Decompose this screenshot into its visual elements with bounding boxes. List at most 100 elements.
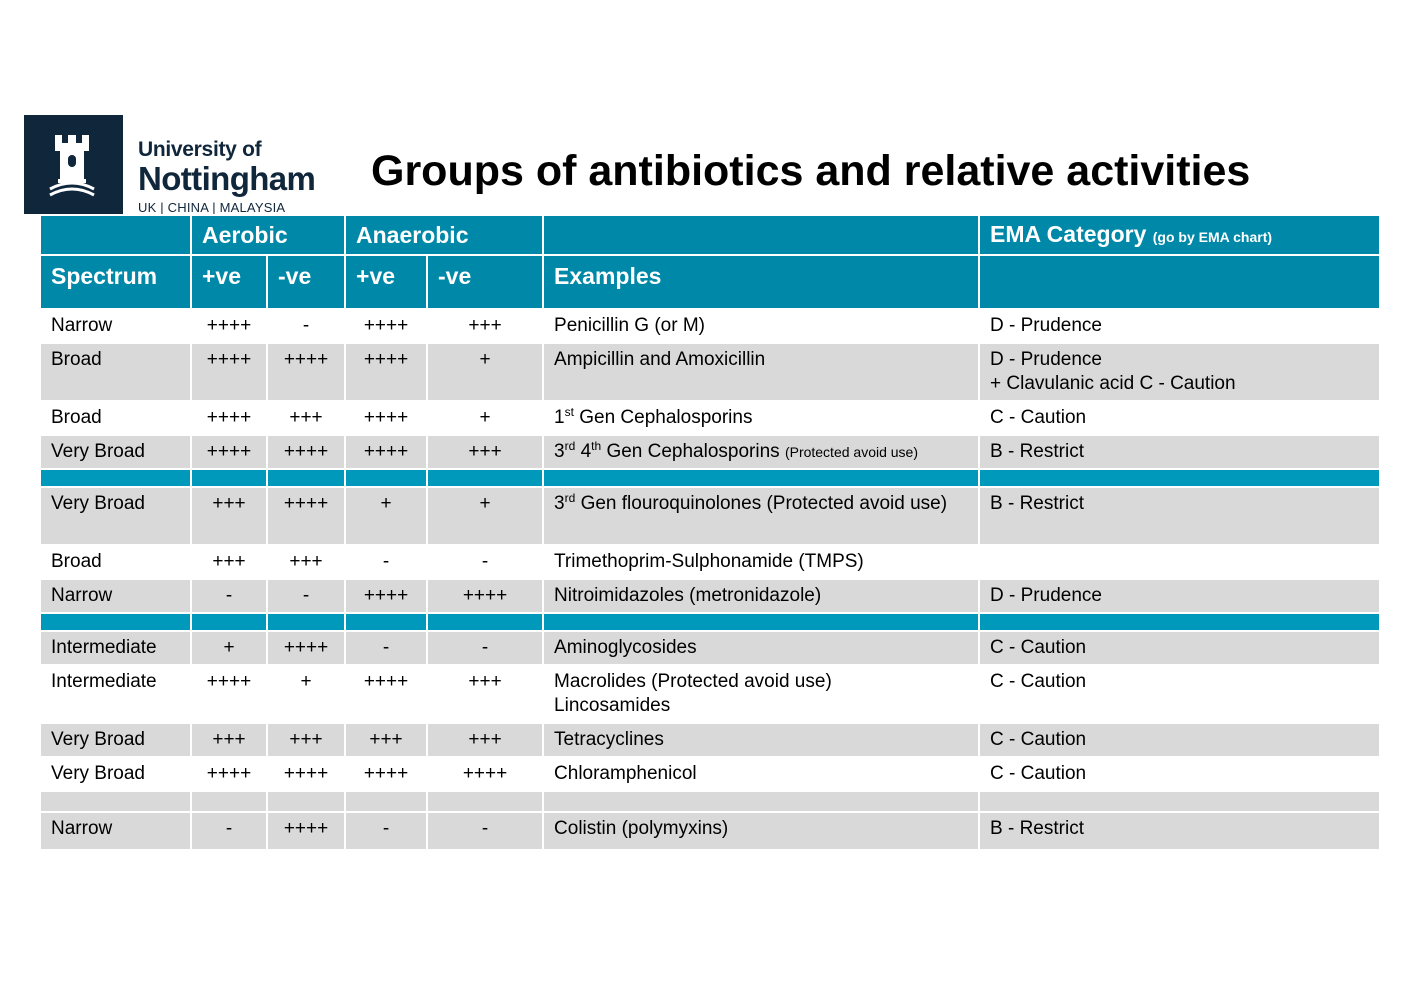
cell-aerobic-positive: ++++ bbox=[190, 434, 268, 470]
header-row-columns: Spectrum +ve -ve +ve -ve Examples bbox=[39, 254, 1382, 310]
cell-anaerobic-negative: ++++ bbox=[426, 578, 545, 614]
logo-line-nottingham: Nottingham bbox=[138, 160, 316, 197]
cell-aerobic-positive: +++ bbox=[190, 544, 268, 580]
header-anaerobic-negative: -ve bbox=[426, 254, 545, 310]
cell-aerobic-negative: - bbox=[265, 308, 347, 344]
header-ema-label: EMA Category bbox=[990, 220, 1147, 247]
cell-aerobic-positive: - bbox=[190, 578, 268, 614]
cell-ema: C - Caution bbox=[978, 722, 1382, 758]
cell-aerobic-negative: ++++ bbox=[265, 434, 347, 470]
cell-example: Chloramphenicol bbox=[542, 756, 981, 792]
university-logo-crest bbox=[24, 115, 123, 214]
cell-anaerobic-negative: - bbox=[426, 811, 545, 851]
header-anaerobic: Anaerobic bbox=[344, 214, 545, 256]
header-ema-blank bbox=[978, 254, 1382, 310]
table-row: Intermediate ++++ + ++++ +++ Macrolides … bbox=[39, 664, 1382, 724]
cell-example-line1: Macrolides (Protected avoid use) bbox=[554, 671, 832, 692]
header-aerobic-positive: +ve bbox=[190, 254, 268, 310]
cell-example: Nitroimidazoles (metronidazole) bbox=[542, 578, 981, 614]
cell-example: 3rd 4th Gen Cephalosporins (Protected av… bbox=[542, 434, 981, 470]
cell-spectrum: Narrow bbox=[39, 578, 192, 614]
cell-anaerobic-negative: +++ bbox=[426, 664, 545, 724]
cell-ema: C - Caution bbox=[978, 664, 1382, 724]
cell-ema: B - Restrict bbox=[978, 434, 1382, 470]
cell-anaerobic-negative: ++++ bbox=[426, 756, 545, 792]
cell-anaerobic-positive: - bbox=[344, 630, 429, 666]
example-text: Gen Cephalosporins bbox=[606, 441, 780, 462]
cell-anaerobic-positive: ++++ bbox=[344, 308, 429, 344]
cell-aerobic-negative: +++ bbox=[265, 544, 347, 580]
example-ordinal: rd bbox=[564, 439, 576, 453]
cell-anaerobic-positive: - bbox=[344, 544, 429, 580]
antibiotics-table: Aerobic Anaerobic EMA Category (go by EM… bbox=[39, 214, 1382, 851]
header-aerobic-negative: -ve bbox=[265, 254, 347, 310]
cell-example: 3rd Gen flouroquinolones (Protected avoi… bbox=[542, 486, 981, 546]
header-aerobic: Aerobic bbox=[189, 214, 347, 256]
cell-aerobic-positive: ++++ bbox=[190, 342, 268, 402]
cell-anaerobic-negative: +++ bbox=[426, 434, 545, 470]
cell-example: Macrolides (Protected avoid use) Lincosa… bbox=[542, 664, 981, 724]
cell-ema: D - Prudence + Clavulanic acid C - Cauti… bbox=[978, 342, 1382, 402]
table-row: Broad ++++ ++++ ++++ + Ampicillin and Am… bbox=[39, 342, 1382, 402]
page-title: Groups of antibiotics and relative activ… bbox=[371, 147, 1251, 195]
cell-anaerobic-negative: + bbox=[426, 342, 545, 402]
cell-spectrum: Broad bbox=[39, 342, 192, 402]
example-text: Gen Cephalosporins bbox=[579, 407, 753, 428]
table-row: Broad +++ +++ - - Trimethoprim-Sulphonam… bbox=[39, 544, 1382, 580]
cell-example: Trimethoprim-Sulphonamide (TMPS) bbox=[542, 544, 981, 580]
cell-anaerobic-positive: ++++ bbox=[344, 342, 429, 402]
cell-anaerobic-positive: ++++ bbox=[344, 578, 429, 614]
group-separator bbox=[39, 468, 1382, 488]
table-row: Narrow - ++++ - - Colistin (polymyxins) … bbox=[39, 811, 1382, 851]
cell-aerobic-positive: ++++ bbox=[190, 400, 268, 436]
cell-anaerobic-negative: - bbox=[426, 630, 545, 666]
example-ordinal-2: th bbox=[591, 439, 602, 453]
cell-ema-line2: + Clavulanic acid C - Caution bbox=[990, 373, 1236, 394]
cell-example: Penicillin G (or M) bbox=[542, 308, 981, 344]
example-ordinal: rd bbox=[564, 491, 576, 505]
table-row: Very Broad ++++ ++++ ++++ +++ 3rd 4th Ge… bbox=[39, 434, 1382, 470]
cell-anaerobic-negative: + bbox=[426, 400, 545, 436]
example-number-2: 4 bbox=[580, 441, 592, 462]
cell-ema: D - Prudence bbox=[978, 578, 1382, 614]
cell-aerobic-negative: ++++ bbox=[265, 756, 347, 792]
cell-ema-line1: D - Prudence bbox=[990, 349, 1102, 370]
cell-ema: B - Restrict bbox=[978, 811, 1382, 851]
cell-aerobic-negative: + bbox=[265, 664, 347, 724]
cell-spectrum: Very Broad bbox=[39, 486, 192, 546]
cell-ema: C - Caution bbox=[978, 630, 1382, 666]
group-separator bbox=[39, 790, 1382, 813]
example-ordinal: st bbox=[564, 405, 574, 419]
cell-anaerobic-negative: + bbox=[426, 486, 545, 546]
cell-spectrum: Very Broad bbox=[39, 434, 192, 470]
logo-line-university-of: University of bbox=[138, 138, 262, 161]
header-blank-examples bbox=[542, 214, 981, 256]
cell-aerobic-negative: ++++ bbox=[265, 342, 347, 402]
example-text: Gen flouroquinolones (Protected avoid us… bbox=[580, 493, 948, 514]
cell-spectrum: Intermediate bbox=[39, 664, 192, 724]
cell-anaerobic-positive: +++ bbox=[344, 722, 429, 758]
cell-spectrum: Broad bbox=[39, 400, 192, 436]
cell-example: 1st Gen Cephalosporins bbox=[542, 400, 981, 436]
cell-aerobic-positive: + bbox=[190, 630, 268, 666]
cell-anaerobic-negative: +++ bbox=[426, 308, 545, 344]
cell-aerobic-negative: +++ bbox=[265, 722, 347, 758]
cell-anaerobic-positive: ++++ bbox=[344, 756, 429, 792]
group-separator bbox=[39, 612, 1382, 632]
example-number: 3 bbox=[554, 441, 565, 462]
cell-spectrum: Very Broad bbox=[39, 722, 192, 758]
example-number: 3 bbox=[554, 493, 565, 514]
cell-spectrum: Narrow bbox=[39, 811, 192, 851]
cell-spectrum: Broad bbox=[39, 544, 192, 580]
table-row: Intermediate + ++++ - - Aminoglycosides … bbox=[39, 630, 1382, 666]
header-spectrum: Spectrum bbox=[39, 254, 192, 310]
example-number: 1 bbox=[554, 407, 565, 428]
cell-aerobic-negative: ++++ bbox=[265, 630, 347, 666]
table-row: Very Broad ++++ ++++ ++++ ++++ Chloramph… bbox=[39, 756, 1382, 792]
cell-aerobic-negative: - bbox=[265, 578, 347, 614]
cell-ema bbox=[978, 544, 1382, 580]
header-anaerobic-positive: +ve bbox=[344, 254, 429, 310]
header-examples: Examples bbox=[542, 254, 981, 310]
table-row: Very Broad +++ ++++ + + 3rd Gen flouroqu… bbox=[39, 486, 1382, 546]
cell-aerobic-positive: ++++ bbox=[190, 308, 268, 344]
